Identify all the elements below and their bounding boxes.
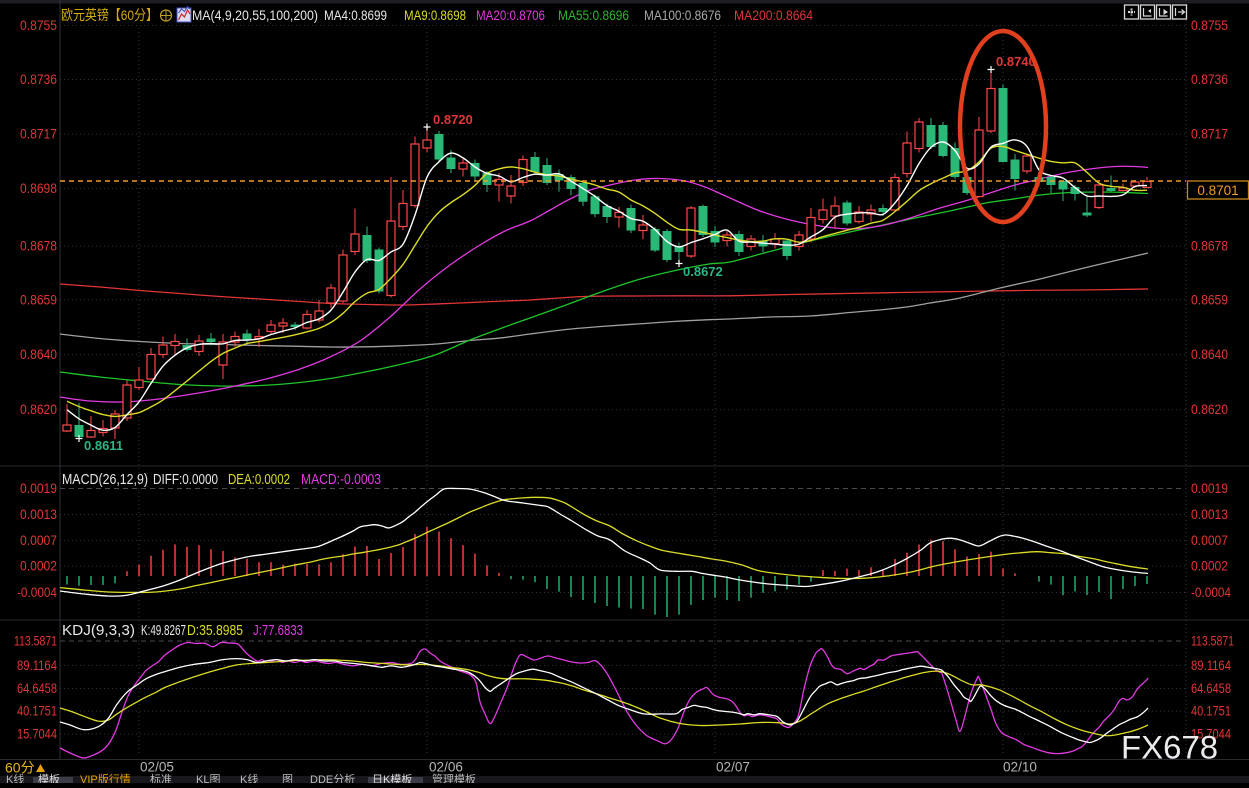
svg-text:0.8717: 0.8717	[20, 127, 57, 142]
svg-text:0.8678: 0.8678	[20, 239, 57, 254]
svg-text:02/05: 02/05	[140, 759, 174, 775]
svg-text:VIP版行情: VIP版行情	[80, 772, 131, 783]
svg-text:02/10: 02/10	[1003, 759, 1037, 775]
svg-text:MA200:0.8664: MA200:0.8664	[734, 7, 813, 23]
svg-text:0.8620: 0.8620	[20, 402, 57, 417]
svg-text:15.7044: 15.7044	[1191, 727, 1231, 742]
svg-text:40.1751: 40.1751	[1191, 704, 1231, 719]
svg-text:0.8659: 0.8659	[20, 292, 57, 307]
svg-text:0.8672: 0.8672	[683, 264, 723, 279]
svg-text:FX678: FX678	[1121, 730, 1218, 766]
svg-text:0.8701: 0.8701	[1197, 183, 1238, 198]
svg-text:MA4:0.8699: MA4:0.8699	[324, 7, 387, 23]
svg-text:0.0007: 0.0007	[20, 533, 57, 548]
svg-text:02/06: 02/06	[429, 759, 463, 775]
svg-text:0.0019: 0.0019	[20, 481, 57, 496]
svg-text:0.8736: 0.8736	[1191, 72, 1228, 87]
svg-text:欧元英镑【60分】: 欧元英镑【60分】	[61, 7, 158, 23]
svg-text:图: 图	[282, 773, 293, 783]
svg-text:DEA:0.0002: DEA:0.0002	[228, 472, 290, 488]
svg-text:113.5871: 113.5871	[1191, 634, 1234, 649]
svg-text:0.0007: 0.0007	[1191, 533, 1228, 548]
svg-text:MA100:0.8676: MA100:0.8676	[644, 7, 721, 23]
svg-text:02/07: 02/07	[716, 759, 750, 775]
svg-text:0.8640: 0.8640	[20, 347, 57, 362]
svg-text:0.0002: 0.0002	[1191, 559, 1228, 574]
svg-text:0.8720: 0.8720	[433, 112, 473, 127]
svg-text:89.1164: 89.1164	[1191, 658, 1231, 673]
svg-text:0.8755: 0.8755	[1191, 18, 1228, 33]
svg-text:0.8678: 0.8678	[1191, 239, 1228, 254]
svg-text:0.8640: 0.8640	[1191, 347, 1228, 362]
svg-text:K:49.8267: K:49.8267	[141, 623, 186, 639]
svg-text:K线: K线	[6, 772, 24, 783]
svg-text:日K模板: 日K模板	[372, 772, 412, 783]
svg-text:0.0013: 0.0013	[1191, 507, 1228, 522]
svg-text:0.8698: 0.8698	[20, 181, 57, 196]
svg-text:模板: 模板	[38, 772, 60, 783]
svg-text:MA9:0.8698: MA9:0.8698	[404, 7, 466, 23]
svg-text:0.8717: 0.8717	[1191, 127, 1228, 142]
svg-text:60分: 60分	[5, 760, 35, 776]
svg-text:J:77.6833: J:77.6833	[253, 623, 303, 639]
svg-text:MACD:-0.0003: MACD:-0.0003	[301, 472, 381, 488]
svg-text:0.8611: 0.8611	[84, 438, 123, 453]
svg-text:MA55:0.8696: MA55:0.8696	[558, 7, 629, 23]
svg-text:0.8740: 0.8740	[996, 54, 1036, 69]
svg-text:113.5871: 113.5871	[14, 634, 57, 649]
svg-text:DIFF:0.0000: DIFF:0.0000	[153, 472, 218, 488]
svg-text:MACD(26,12,9): MACD(26,12,9)	[62, 472, 148, 488]
svg-text:0.8659: 0.8659	[1191, 292, 1228, 307]
svg-text:0.8755: 0.8755	[20, 18, 57, 33]
svg-text:0.0019: 0.0019	[1191, 481, 1228, 496]
svg-text:0.0013: 0.0013	[20, 507, 57, 522]
svg-text:15.7044: 15.7044	[17, 727, 57, 742]
svg-text:DDE分析: DDE分析	[310, 772, 355, 783]
svg-text:KDJ(9,3,3): KDJ(9,3,3)	[62, 623, 135, 639]
svg-text:K线: K线	[240, 772, 258, 783]
svg-text:管理模板: 管理模板	[432, 772, 476, 783]
svg-text:MA(4,9,20,55,100,200): MA(4,9,20,55,100,200)	[192, 7, 318, 23]
svg-text:KL图: KL图	[196, 773, 220, 783]
svg-text:89.1164: 89.1164	[17, 658, 57, 673]
svg-text:-0.0004: -0.0004	[17, 585, 57, 600]
svg-text:标准: 标准	[150, 772, 172, 783]
svg-text:64.6458: 64.6458	[1191, 681, 1231, 696]
svg-text:0.8736: 0.8736	[20, 72, 57, 87]
svg-text:MA20:0.8706: MA20:0.8706	[476, 7, 545, 23]
svg-text:0.8620: 0.8620	[1191, 402, 1228, 417]
svg-text:0.0002: 0.0002	[20, 559, 57, 574]
svg-text:D:35.8985: D:35.8985	[187, 623, 243, 639]
svg-text:40.1751: 40.1751	[17, 704, 57, 719]
svg-text:-0.0004: -0.0004	[1191, 585, 1231, 600]
svg-text:64.6458: 64.6458	[17, 681, 57, 696]
